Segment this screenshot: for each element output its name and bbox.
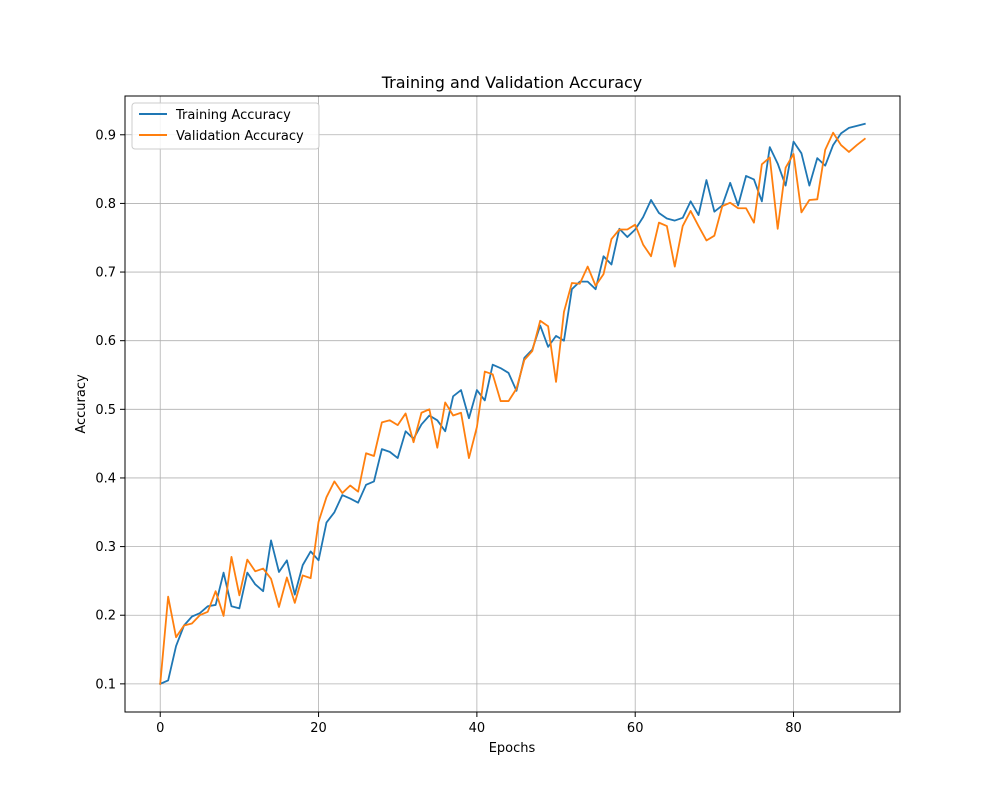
y-tick-label: 0.1	[95, 677, 116, 692]
training-accuracy-line	[159, 122, 866, 686]
x-tick-label: 80	[785, 721, 802, 736]
chart-title: Training and Validation Accuracy	[381, 73, 643, 92]
y-axis-label: Accuracy	[74, 374, 89, 434]
y-tick-label: 0.3	[95, 540, 116, 555]
validation-accuracy-line	[159, 131, 867, 685]
x-axis: 0 20 40 60 80	[156, 712, 802, 736]
x-axis-label: Epochs	[489, 741, 536, 756]
y-tick-label: 0.2	[95, 609, 116, 624]
x-tick-label: 60	[627, 721, 644, 736]
y-tick-label: 0.6	[95, 334, 116, 349]
legend-box	[131, 102, 320, 150]
y-axis: 0.1 0.2 0.3 0.4 0.5 0.6 0.7 0.8 0.9	[95, 128, 125, 692]
plot-frame	[124, 95, 901, 713]
legend-label-validation: Validation Accuracy	[176, 129, 304, 144]
y-tick-label: 0.9	[95, 128, 116, 143]
y-tick-label: 0.7	[95, 266, 116, 281]
x-tick-label: 40	[469, 721, 486, 736]
y-tick-label: 0.4	[95, 471, 116, 486]
legend-label-training: Training Accuracy	[175, 108, 291, 123]
series-layer	[159, 122, 867, 686]
y-tick-label: 0.8	[95, 197, 116, 212]
grid-lines	[125, 96, 900, 712]
y-tick-label: 0.5	[95, 403, 116, 418]
legend: Training Accuracy Validation Accuracy	[131, 102, 320, 150]
x-tick-label: 20	[310, 721, 327, 736]
x-tick-label: 0	[156, 721, 164, 736]
